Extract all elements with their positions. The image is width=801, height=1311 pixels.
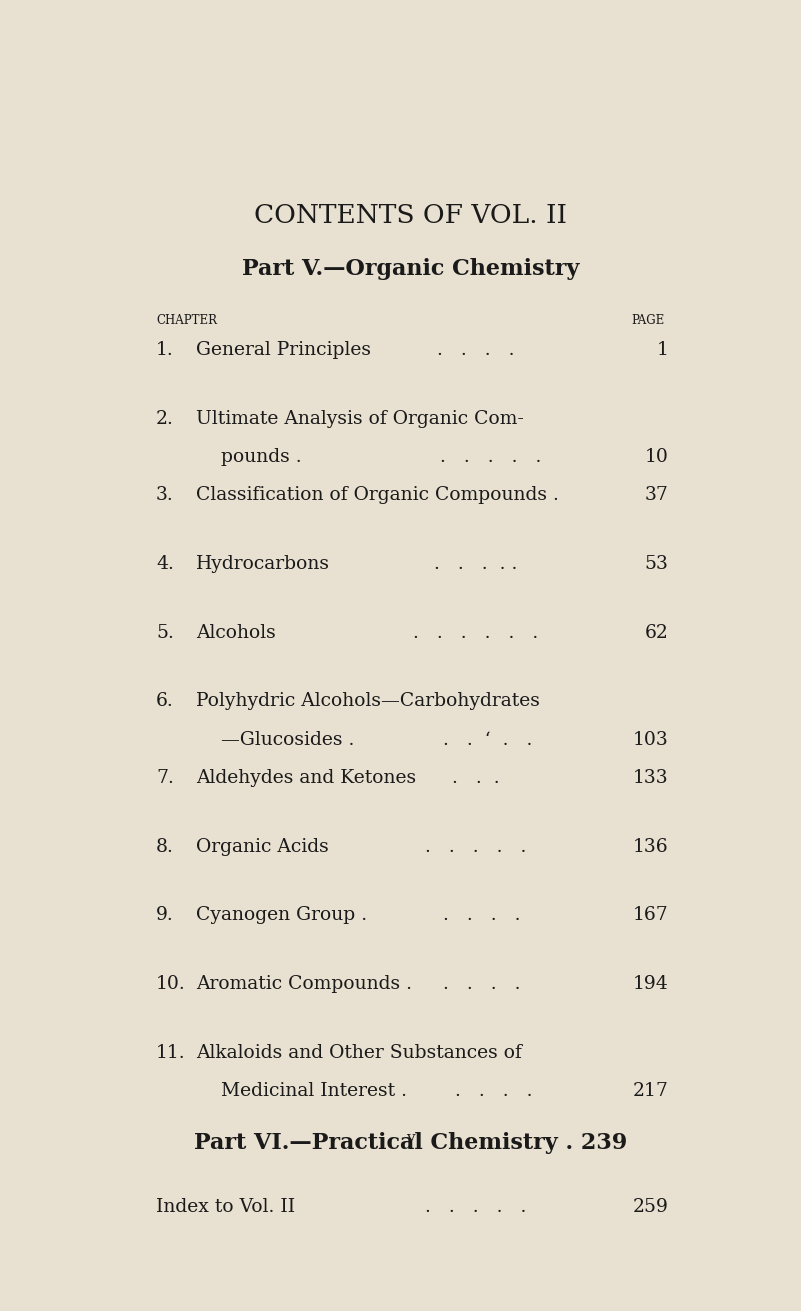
Text: PAGE: PAGE: [632, 313, 665, 326]
Text: Alcohols: Alcohols: [196, 624, 276, 641]
Text: 7.: 7.: [156, 770, 174, 787]
Text: Part V.—Organic Chemistry: Part V.—Organic Chemistry: [242, 258, 579, 281]
Text: 259: 259: [632, 1198, 668, 1217]
Text: 194: 194: [632, 975, 668, 992]
Text: 133: 133: [633, 770, 668, 787]
Text: .   .   .   .   .   .: . . . . . .: [407, 624, 538, 641]
Text: 167: 167: [632, 906, 668, 924]
Text: Part VI.—Practical Chemistry . 239: Part VI.—Practical Chemistry . 239: [194, 1133, 627, 1155]
Text: .   .   .   .: . . . .: [437, 1082, 533, 1100]
Text: 3.: 3.: [156, 486, 174, 505]
Text: CHAPTER: CHAPTER: [156, 313, 217, 326]
Text: 103: 103: [632, 730, 668, 749]
Text: .   .   .   .: . . . .: [425, 975, 521, 992]
Text: 4.: 4.: [156, 555, 174, 573]
Text: .   .   .   .   .: . . . . .: [419, 838, 526, 856]
Text: 37: 37: [644, 486, 668, 505]
Text: Alkaloids and Other Substances of: Alkaloids and Other Substances of: [196, 1044, 522, 1062]
Text: Organic Acids: Organic Acids: [196, 838, 329, 856]
Text: 8.: 8.: [156, 838, 174, 856]
Text: Aldehydes and Ketones: Aldehydes and Ketones: [196, 770, 417, 787]
Text: .   .   .   .: . . . .: [431, 341, 514, 359]
Text: 6.: 6.: [156, 692, 174, 711]
Text: 217: 217: [632, 1082, 668, 1100]
Text: .   .  .: . . .: [446, 770, 499, 787]
Text: Ultimate Analysis of Organic Com-: Ultimate Analysis of Organic Com-: [196, 409, 524, 427]
Text: v: v: [406, 1130, 415, 1145]
Text: 1: 1: [656, 341, 668, 359]
Text: 9.: 9.: [156, 906, 174, 924]
Text: 1.: 1.: [156, 341, 174, 359]
Text: Polyhydric Alcohols—Carbohydrates: Polyhydric Alcohols—Carbohydrates: [196, 692, 540, 711]
Text: Aromatic Compounds .: Aromatic Compounds .: [196, 975, 413, 992]
Text: 62: 62: [644, 624, 668, 641]
Text: 11.: 11.: [156, 1044, 186, 1062]
Text: .   .   .  . .: . . . . .: [428, 555, 517, 573]
Text: 5.: 5.: [156, 624, 174, 641]
Text: —Glucosides .: —Glucosides .: [221, 730, 355, 749]
Text: Cyanogen Group .: Cyanogen Group .: [196, 906, 368, 924]
Text: Index to Vol. II: Index to Vol. II: [156, 1198, 295, 1217]
Text: .   .   .   .   .: . . . . .: [419, 1198, 526, 1217]
Text: Medicinal Interest .: Medicinal Interest .: [221, 1082, 407, 1100]
Text: .   .   .   .: . . . .: [425, 906, 521, 924]
Text: 136: 136: [633, 838, 668, 856]
Text: pounds .: pounds .: [221, 448, 302, 465]
Text: .   .  ‘  .   .: . . ‘ . .: [431, 730, 539, 749]
Text: Classification of Organic Compounds .: Classification of Organic Compounds .: [196, 486, 559, 505]
Text: CONTENTS OF VOL. II: CONTENTS OF VOL. II: [254, 203, 567, 228]
Text: 2.: 2.: [156, 409, 174, 427]
Text: General Principles: General Principles: [196, 341, 372, 359]
Text: 10: 10: [644, 448, 668, 465]
Text: Hydrocarbons: Hydrocarbons: [196, 555, 330, 573]
Text: .   .   .   .   .: . . . . .: [429, 448, 541, 465]
Text: 10.: 10.: [156, 975, 186, 992]
Text: 53: 53: [644, 555, 668, 573]
